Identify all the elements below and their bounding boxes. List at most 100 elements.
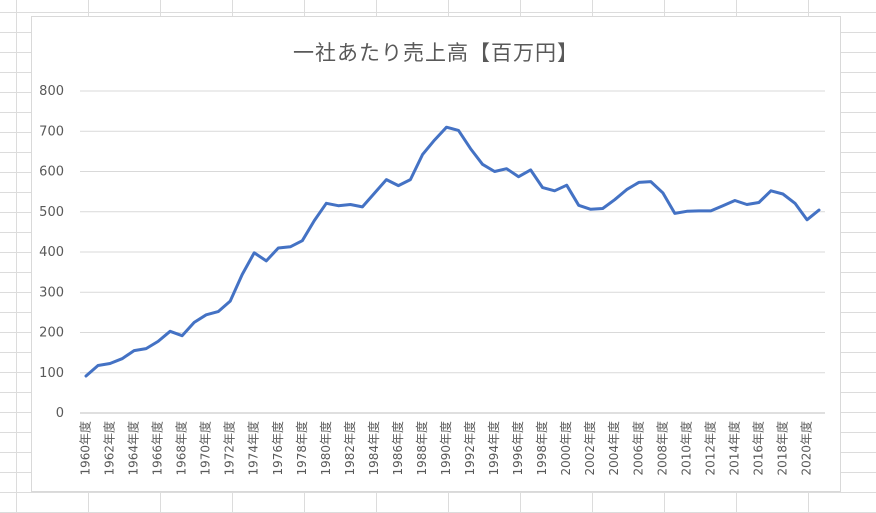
data-point[interactable] xyxy=(576,202,582,208)
x-tick-label: 1984年度 xyxy=(366,421,381,476)
data-point[interactable] xyxy=(456,127,462,133)
data-point[interactable] xyxy=(612,197,618,203)
data-point[interactable] xyxy=(468,146,474,152)
y-tick-label: 300 xyxy=(39,285,64,300)
data-point[interactable] xyxy=(155,338,161,344)
data-point[interactable] xyxy=(95,363,101,369)
data-point[interactable] xyxy=(299,238,305,244)
x-tick-label: 2008年度 xyxy=(654,421,669,476)
data-point[interactable] xyxy=(792,200,798,206)
data-point[interactable] xyxy=(239,272,245,278)
data-point[interactable] xyxy=(407,177,413,183)
data-point[interactable] xyxy=(119,356,125,362)
x-tick-label: 1998年度 xyxy=(534,421,549,476)
y-tick-label: 700 xyxy=(39,124,64,139)
y-tick-label: 800 xyxy=(39,84,64,99)
data-point[interactable] xyxy=(684,208,690,214)
chart-area[interactable]: 一社あたり売上高【百万円】 0 100 200 300 400 500 600 700 800 1… xyxy=(31,16,841,492)
y-tick-label: 0 xyxy=(56,406,64,421)
x-tick-label: 1976年度 xyxy=(270,421,285,476)
data-point[interactable] xyxy=(143,346,149,352)
data-point[interactable] xyxy=(179,333,185,339)
data-point[interactable] xyxy=(756,200,762,206)
x-tick-label: 1966年度 xyxy=(150,421,165,476)
x-tick-label: 2016年度 xyxy=(750,421,765,476)
data-point[interactable] xyxy=(696,208,702,214)
data-point[interactable] xyxy=(540,185,546,191)
data-point[interactable] xyxy=(564,182,570,188)
x-tick-label: 1988年度 xyxy=(414,421,429,476)
x-tick-label: 1996年度 xyxy=(510,421,525,476)
data-point[interactable] xyxy=(636,179,642,185)
x-tick-label: 1994年度 xyxy=(486,421,501,476)
x-tick-label: 2014年度 xyxy=(726,421,741,476)
x-tick-label: 1992年度 xyxy=(462,421,477,476)
data-point[interactable] xyxy=(383,177,389,183)
y-tick-label: 100 xyxy=(39,366,64,381)
data-point[interactable] xyxy=(83,373,89,379)
data-point[interactable] xyxy=(275,245,281,251)
data-point[interactable] xyxy=(191,319,197,325)
y-tick-label: 400 xyxy=(39,245,64,260)
data-point[interactable] xyxy=(672,210,678,216)
chart-title: 一社あたり売上高【百万円】 xyxy=(293,41,579,65)
data-point[interactable] xyxy=(311,218,317,224)
data-point[interactable] xyxy=(552,188,558,194)
data-point[interactable] xyxy=(516,174,522,180)
x-tick-label: 2000年度 xyxy=(558,421,573,476)
data-point[interactable] xyxy=(203,312,209,318)
data-point[interactable] xyxy=(167,328,173,334)
data-point[interactable] xyxy=(359,204,365,210)
data-point[interactable] xyxy=(107,361,113,367)
x-tick-label: 2010年度 xyxy=(678,421,693,476)
x-tick-label: 2004年度 xyxy=(606,421,621,476)
data-point[interactable] xyxy=(648,179,654,185)
data-point[interactable] xyxy=(492,169,498,175)
data-point[interactable] xyxy=(528,167,534,173)
data-point[interactable] xyxy=(480,161,486,167)
x-tick-label: 2020年度 xyxy=(798,421,813,476)
data-point[interactable] xyxy=(744,202,750,208)
series-line[interactable] xyxy=(84,125,821,378)
x-tick-label: 2002年度 xyxy=(582,421,597,476)
data-point[interactable] xyxy=(720,203,726,209)
data-point[interactable] xyxy=(432,137,438,143)
data-point[interactable] xyxy=(215,309,221,315)
x-tick-label: 1974年度 xyxy=(246,421,261,476)
data-point[interactable] xyxy=(395,183,401,189)
y-tick-label: 200 xyxy=(39,326,64,341)
x-tick-label: 1970年度 xyxy=(198,421,213,476)
data-point[interactable] xyxy=(227,298,233,304)
data-point[interactable] xyxy=(287,244,293,250)
data-point[interactable] xyxy=(131,348,137,354)
data-point[interactable] xyxy=(660,190,666,196)
x-tick-label: 2006年度 xyxy=(630,421,645,476)
data-point[interactable] xyxy=(624,187,630,193)
x-tick-label: 1972年度 xyxy=(222,421,237,476)
data-point[interactable] xyxy=(588,206,594,212)
x-tick-label: 1982年度 xyxy=(342,421,357,476)
data-point[interactable] xyxy=(347,202,353,208)
data-point[interactable] xyxy=(504,166,510,172)
data-point[interactable] xyxy=(732,198,738,204)
x-tick-label: 2012年度 xyxy=(702,421,717,476)
data-point[interactable] xyxy=(251,250,257,256)
data-point[interactable] xyxy=(816,207,822,213)
data-point[interactable] xyxy=(323,200,329,206)
data-point[interactable] xyxy=(600,206,606,212)
data-point[interactable] xyxy=(804,217,810,223)
data-point[interactable] xyxy=(263,258,269,264)
y-tick-label: 500 xyxy=(39,205,64,220)
data-point[interactable] xyxy=(708,208,714,214)
x-tick-label: 1960年度 xyxy=(78,421,93,476)
data-point[interactable] xyxy=(335,203,341,209)
data-point[interactable] xyxy=(420,152,426,158)
line-chart: 0 100 200 300 400 500 600 700 800 1960年度 1962年度 196… xyxy=(39,84,825,476)
data-point[interactable] xyxy=(444,124,450,130)
data-point[interactable] xyxy=(780,191,786,197)
x-tick-label: 1990年度 xyxy=(438,421,453,476)
x-tick-label: 1986年度 xyxy=(390,421,405,476)
data-point[interactable] xyxy=(768,188,774,194)
x-tick-label: 1962年度 xyxy=(102,421,117,476)
data-point[interactable] xyxy=(371,190,377,196)
